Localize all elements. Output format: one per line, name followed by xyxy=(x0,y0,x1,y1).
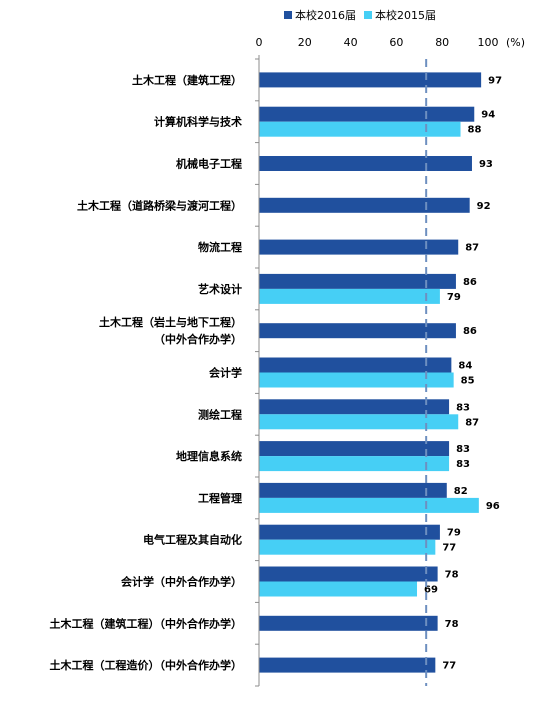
bar-2015 xyxy=(259,581,418,597)
legend-swatch-2015 xyxy=(364,11,372,19)
value-label-2016: 86 xyxy=(463,326,477,337)
category-label: 机械电子工程 xyxy=(176,157,242,171)
value-label-2015: 88 xyxy=(468,125,482,136)
value-label-2015: 69 xyxy=(424,585,438,596)
bar-2015 xyxy=(259,372,454,388)
value-label-2016: 78 xyxy=(445,619,459,630)
legend-swatch-2016 xyxy=(284,11,292,19)
bars: 9794889392878679868485838783838296797778… xyxy=(259,72,502,673)
bar-2016 xyxy=(259,156,472,171)
bar-2016 xyxy=(259,273,456,289)
value-label-2015: 85 xyxy=(461,376,475,387)
value-label-2016: 97 xyxy=(488,75,502,86)
value-label-2016: 86 xyxy=(463,277,477,288)
value-label-2016: 93 xyxy=(479,159,493,170)
x-tick-label: 20 xyxy=(298,36,312,49)
value-label-2016: 94 xyxy=(481,110,495,121)
value-label-2015: 83 xyxy=(456,459,470,470)
bar-2016 xyxy=(259,657,436,673)
bar-2016 xyxy=(259,323,456,339)
bar-2016 xyxy=(259,399,450,415)
value-label-2016: 92 xyxy=(477,201,491,212)
value-label-2016: 79 xyxy=(447,528,461,539)
category-label: 土木工程（工程造价）（中外合作办学） xyxy=(50,658,243,672)
bar-2015 xyxy=(259,121,461,137)
value-label-2016: 77 xyxy=(442,661,456,672)
bar-2015 xyxy=(259,414,459,430)
bar-2015 xyxy=(259,497,479,513)
category-label: 土木工程（建筑工程）（中外合作办学） xyxy=(50,616,243,630)
category-label: 地理信息系统 xyxy=(176,449,242,463)
category-label: 土木工程（道路桥梁与渡河工程） xyxy=(77,198,242,212)
bar-2016 xyxy=(259,239,459,255)
bar-2015 xyxy=(259,539,436,555)
value-label-2016: 82 xyxy=(454,486,468,497)
bar-2016 xyxy=(259,615,438,631)
value-label-2015: 87 xyxy=(465,417,479,428)
value-label-2016: 78 xyxy=(445,570,459,581)
x-tick-label: 80 xyxy=(435,36,449,49)
bar-2016 xyxy=(259,524,440,540)
category-label: 计算机科学与技术 xyxy=(154,115,242,129)
legend: 本校2016届 本校2015届 xyxy=(284,8,436,22)
category-label: 工程管理 xyxy=(198,491,242,505)
bar-2016 xyxy=(259,566,438,582)
value-label-2016: 87 xyxy=(465,243,479,254)
value-label-2015: 79 xyxy=(447,292,461,303)
category-label: 会计学（中外合作办学） xyxy=(121,575,242,589)
category-label: 物流工程 xyxy=(198,240,242,254)
value-label-2015: 96 xyxy=(486,501,500,512)
category-label: 土木工程（岩土与地下工程） xyxy=(99,315,242,329)
category-label: 艺术设计 xyxy=(198,282,242,296)
bar-2016 xyxy=(259,441,450,457)
category-label: 测绘工程 xyxy=(198,407,242,421)
category-label: （中外合作办学） xyxy=(154,332,242,346)
value-label-2016: 83 xyxy=(456,444,470,455)
bar-2016 xyxy=(259,482,447,498)
value-label-2015: 77 xyxy=(442,543,456,554)
category-label: 土木工程（建筑工程） xyxy=(132,73,242,87)
x-axis-ticks: 0 20 40 60 80 100 xyxy=(256,36,499,49)
legend-label-2015: 本校2015届 xyxy=(375,8,436,22)
category-label: 会计学 xyxy=(209,366,242,380)
bar-2016 xyxy=(259,197,470,213)
y-axis xyxy=(255,55,260,687)
bar-2016 xyxy=(259,72,482,88)
bar-2015 xyxy=(259,288,440,304)
bar-2015 xyxy=(259,456,450,472)
x-tick-label: 60 xyxy=(389,36,403,49)
bar-2016 xyxy=(259,357,452,373)
value-label-2016: 84 xyxy=(458,361,472,372)
unit-label: (%) xyxy=(506,36,525,49)
x-tick-label: 0 xyxy=(256,36,263,49)
category-label: 电气工程及其自动化 xyxy=(143,533,242,547)
x-tick-label: 100 xyxy=(478,36,499,49)
value-label-2016: 83 xyxy=(456,402,470,413)
legend-label-2016: 本校2016届 xyxy=(295,8,356,22)
bar-2016 xyxy=(259,106,475,122)
x-tick-label: 40 xyxy=(344,36,358,49)
